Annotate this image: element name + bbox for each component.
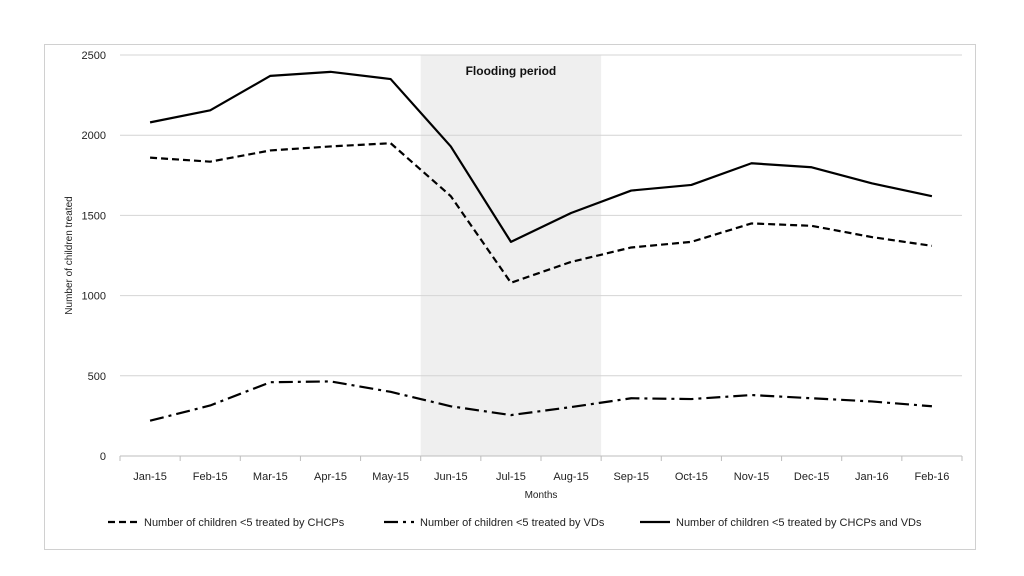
legend-label-chcps: Number of children <5 treated by CHCPs	[144, 517, 345, 529]
label-layer: Flooding period Months Number of childre…	[64, 64, 557, 501]
x-tick-label: Apr-15	[314, 471, 347, 483]
legend-label-chcps-and-vds: Number of children <5 treated by CHCPs a…	[676, 517, 922, 529]
x-axis-title: Months	[525, 490, 558, 501]
shade-layer	[420, 55, 602, 456]
series-line-2	[149, 70, 933, 243]
y-tick-label: 1000	[82, 291, 106, 303]
series-line-1	[149, 380, 933, 422]
legend-label-vds: Number of children <5 treated by VDs	[420, 517, 605, 529]
y-tick-label: 0	[100, 451, 106, 463]
x-tick-label: Feb-16	[914, 471, 949, 483]
y-tick-label: 2000	[82, 130, 106, 142]
flooding-period-label: Flooding period	[466, 64, 557, 78]
y-tick-label: 2500	[82, 50, 106, 62]
x-tick-label: Nov-15	[734, 471, 769, 483]
x-tick-label: Jan-16	[855, 471, 889, 483]
series-layer	[149, 70, 933, 422]
y-tick-label: 1500	[82, 210, 106, 222]
x-tick-label: Jan-15	[133, 471, 167, 483]
series-line-0	[149, 142, 933, 284]
x-tick-label: Dec-15	[794, 471, 829, 483]
x-tick-label: Mar-15	[253, 471, 288, 483]
x-tick-label: Jul-15	[496, 471, 526, 483]
legend: Number of children <5 treated by CHCPs N…	[108, 517, 922, 529]
y-axis-title: Number of children treated	[64, 196, 75, 314]
x-tick-label: Sep-15	[613, 471, 648, 483]
x-tick-label: Jun-15	[434, 471, 468, 483]
flooding-period-band	[420, 55, 602, 456]
axis-layer: 0 500 1000 1500 2000 2500 Jan-15 Feb-15 Mar-15 Ap…	[82, 50, 963, 483]
x-tick-label: Feb-15	[193, 471, 228, 483]
x-tick-label: Aug-15	[553, 471, 588, 483]
x-tick-label: Oct-15	[675, 471, 708, 483]
x-tick-label: May-15	[372, 471, 409, 483]
y-tick-label: 500	[88, 371, 106, 383]
